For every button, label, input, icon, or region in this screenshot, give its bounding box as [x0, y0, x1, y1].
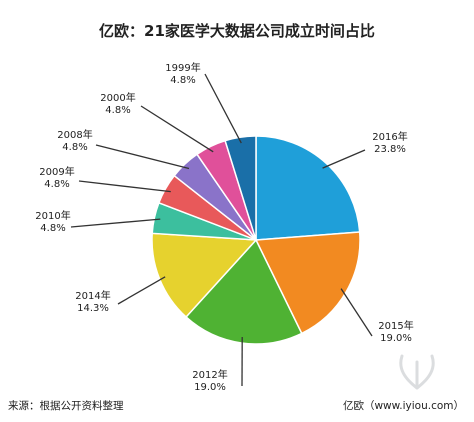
slice-year-label: 2014年 — [75, 289, 110, 302]
slice-percent-label: 19.0% — [194, 382, 226, 393]
pie-slice-2016年 — [255, 135, 361, 241]
slice-year-label: 2015年 — [378, 319, 413, 332]
pie-slice-1999年 — [224, 135, 257, 241]
leader-line — [70, 218, 161, 228]
leader-line — [140, 105, 214, 153]
slice-year-label: 2008年 — [57, 128, 92, 141]
leader-line — [78, 180, 171, 193]
pie-slices — [151, 135, 361, 345]
slice-percent-label: 4.8% — [62, 142, 87, 153]
slice-percent-label: 4.8% — [40, 223, 65, 234]
pie-slice-2014年 — [151, 232, 258, 319]
leader-line — [204, 73, 242, 144]
slice-year-label: 2009年 — [39, 165, 74, 178]
slice-labels: 2016年23.8%2015年19.0%2012年19.0%2014年14.3%… — [35, 61, 413, 393]
leader-lines — [70, 73, 373, 387]
slice-percent-label: 14.3% — [77, 303, 109, 314]
pie-slice-2012年 — [185, 238, 303, 345]
slice-year-label: 2000年 — [100, 91, 135, 104]
leader-line — [95, 144, 190, 170]
slice-year-label: 2010年 — [35, 209, 70, 222]
slice-percent-label: 4.8% — [170, 75, 195, 86]
leader-line — [322, 149, 366, 169]
slice-year-label: 1999年 — [165, 61, 200, 74]
leader-line — [340, 288, 373, 337]
watermark-logo-icon — [399, 354, 435, 390]
chart-title: 亿欧：21家医学大数据公司成立时间占比 — [99, 22, 375, 40]
slice-percent-label: 4.8% — [105, 105, 130, 116]
source-note: 来源：根据公开资料整理 — [8, 400, 124, 412]
watermark-text: 亿欧（www.iyiou.com） — [342, 400, 464, 412]
pie-slice-2015年 — [254, 231, 361, 335]
slice-percent-label: 4.8% — [44, 179, 69, 190]
leader-line — [117, 276, 166, 305]
slice-year-label: 2016年 — [372, 130, 407, 143]
slice-year-label: 2012年 — [192, 368, 227, 381]
slice-percent-label: 19.0% — [380, 333, 412, 344]
slice-percent-label: 23.8% — [374, 144, 406, 155]
